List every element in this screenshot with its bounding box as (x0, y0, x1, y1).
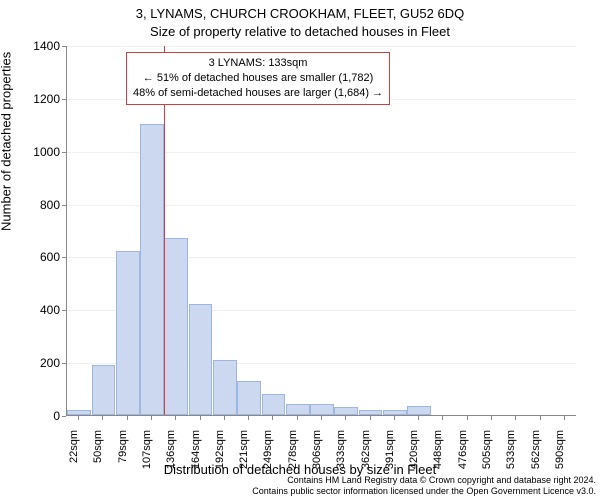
x-tick-mark (467, 416, 468, 420)
property-size-chart: 3, LYNAMS, CHURCH CROOKHAM, FLEET, GU52 … (0, 0, 600, 500)
x-tick-label: 136sqm (165, 430, 177, 480)
x-tick-label: 590sqm (554, 430, 566, 480)
histogram-bar (237, 381, 261, 415)
y-tick-mark (62, 416, 66, 417)
histogram-bar (359, 410, 383, 415)
x-tick-mark (540, 416, 541, 420)
y-tick-mark (62, 99, 66, 100)
x-tick-mark (127, 416, 128, 420)
histogram-bar (334, 407, 358, 415)
annotation-line: 3 LYNAMS: 133sqm (133, 56, 383, 71)
x-tick-label: 192sqm (214, 430, 226, 480)
x-tick-mark (442, 416, 443, 420)
x-tick-mark (515, 416, 516, 420)
x-tick-mark (151, 416, 152, 420)
annotation-line: ← 51% of detached houses are smaller (1,… (133, 71, 383, 86)
x-tick-label: 448sqm (432, 430, 444, 480)
y-tick-label: 200 (10, 356, 60, 370)
histogram-bar (140, 124, 164, 415)
histogram-bar (262, 394, 286, 415)
histogram-bar (213, 360, 237, 416)
x-tick-mark (370, 416, 371, 420)
x-tick-label: 391sqm (384, 430, 396, 480)
y-tick-mark (62, 363, 66, 364)
x-tick-label: 249sqm (262, 430, 274, 480)
annotation-line: 48% of semi-detached houses are larger (… (133, 86, 383, 101)
x-tick-mark (418, 416, 419, 420)
y-tick-label: 600 (10, 250, 60, 264)
histogram-bar (189, 304, 213, 415)
x-tick-label: 22sqm (68, 430, 80, 480)
y-tick-mark (62, 205, 66, 206)
x-tick-label: 420sqm (408, 430, 420, 480)
histogram-bar (286, 404, 310, 415)
histogram-bar (383, 410, 407, 415)
y-tick-label: 1200 (10, 92, 60, 106)
x-tick-label: 306sqm (311, 430, 323, 480)
y-tick-label: 0 (10, 409, 60, 423)
histogram-bar (116, 251, 140, 415)
x-tick-mark (272, 416, 273, 420)
gridline (67, 46, 576, 47)
histogram-bar (310, 404, 334, 415)
x-tick-mark (345, 416, 346, 420)
x-tick-label: 476sqm (457, 430, 469, 480)
histogram-bar (67, 410, 91, 415)
footer-line-2: Contains public sector information licen… (0, 486, 596, 497)
y-tick-mark (62, 152, 66, 153)
y-tick-mark (62, 46, 66, 47)
x-tick-label: 505sqm (481, 430, 493, 480)
x-tick-mark (78, 416, 79, 420)
x-tick-mark (321, 416, 322, 420)
x-tick-label: 79sqm (117, 430, 129, 480)
y-tick-mark (62, 257, 66, 258)
x-tick-label: 333sqm (335, 430, 347, 480)
x-tick-mark (102, 416, 103, 420)
x-tick-label: 50sqm (92, 430, 104, 480)
y-tick-label: 1400 (10, 39, 60, 53)
histogram-bar (92, 365, 116, 415)
x-tick-label: 107sqm (141, 430, 153, 480)
x-tick-label: 533sqm (505, 430, 517, 480)
chart-subtitle: Size of property relative to detached ho… (0, 24, 600, 39)
x-tick-label: 221sqm (238, 430, 250, 480)
x-tick-mark (297, 416, 298, 420)
y-tick-label: 400 (10, 303, 60, 317)
x-tick-mark (564, 416, 565, 420)
x-tick-label: 362sqm (360, 430, 372, 480)
x-tick-mark (248, 416, 249, 420)
annotation-box: 3 LYNAMS: 133sqm← 51% of detached houses… (126, 52, 390, 105)
x-tick-mark (200, 416, 201, 420)
histogram-bar (407, 406, 431, 415)
x-tick-label: 562sqm (530, 430, 542, 480)
chart-title-address: 3, LYNAMS, CHURCH CROOKHAM, FLEET, GU52 … (0, 6, 600, 21)
histogram-bar (164, 238, 188, 415)
y-tick-mark (62, 310, 66, 311)
x-tick-mark (491, 416, 492, 420)
y-tick-label: 800 (10, 198, 60, 212)
x-tick-mark (394, 416, 395, 420)
y-tick-label: 1000 (10, 145, 60, 159)
x-tick-label: 278sqm (287, 430, 299, 480)
x-tick-mark (175, 416, 176, 420)
x-tick-label: 164sqm (190, 430, 202, 480)
x-tick-mark (224, 416, 225, 420)
